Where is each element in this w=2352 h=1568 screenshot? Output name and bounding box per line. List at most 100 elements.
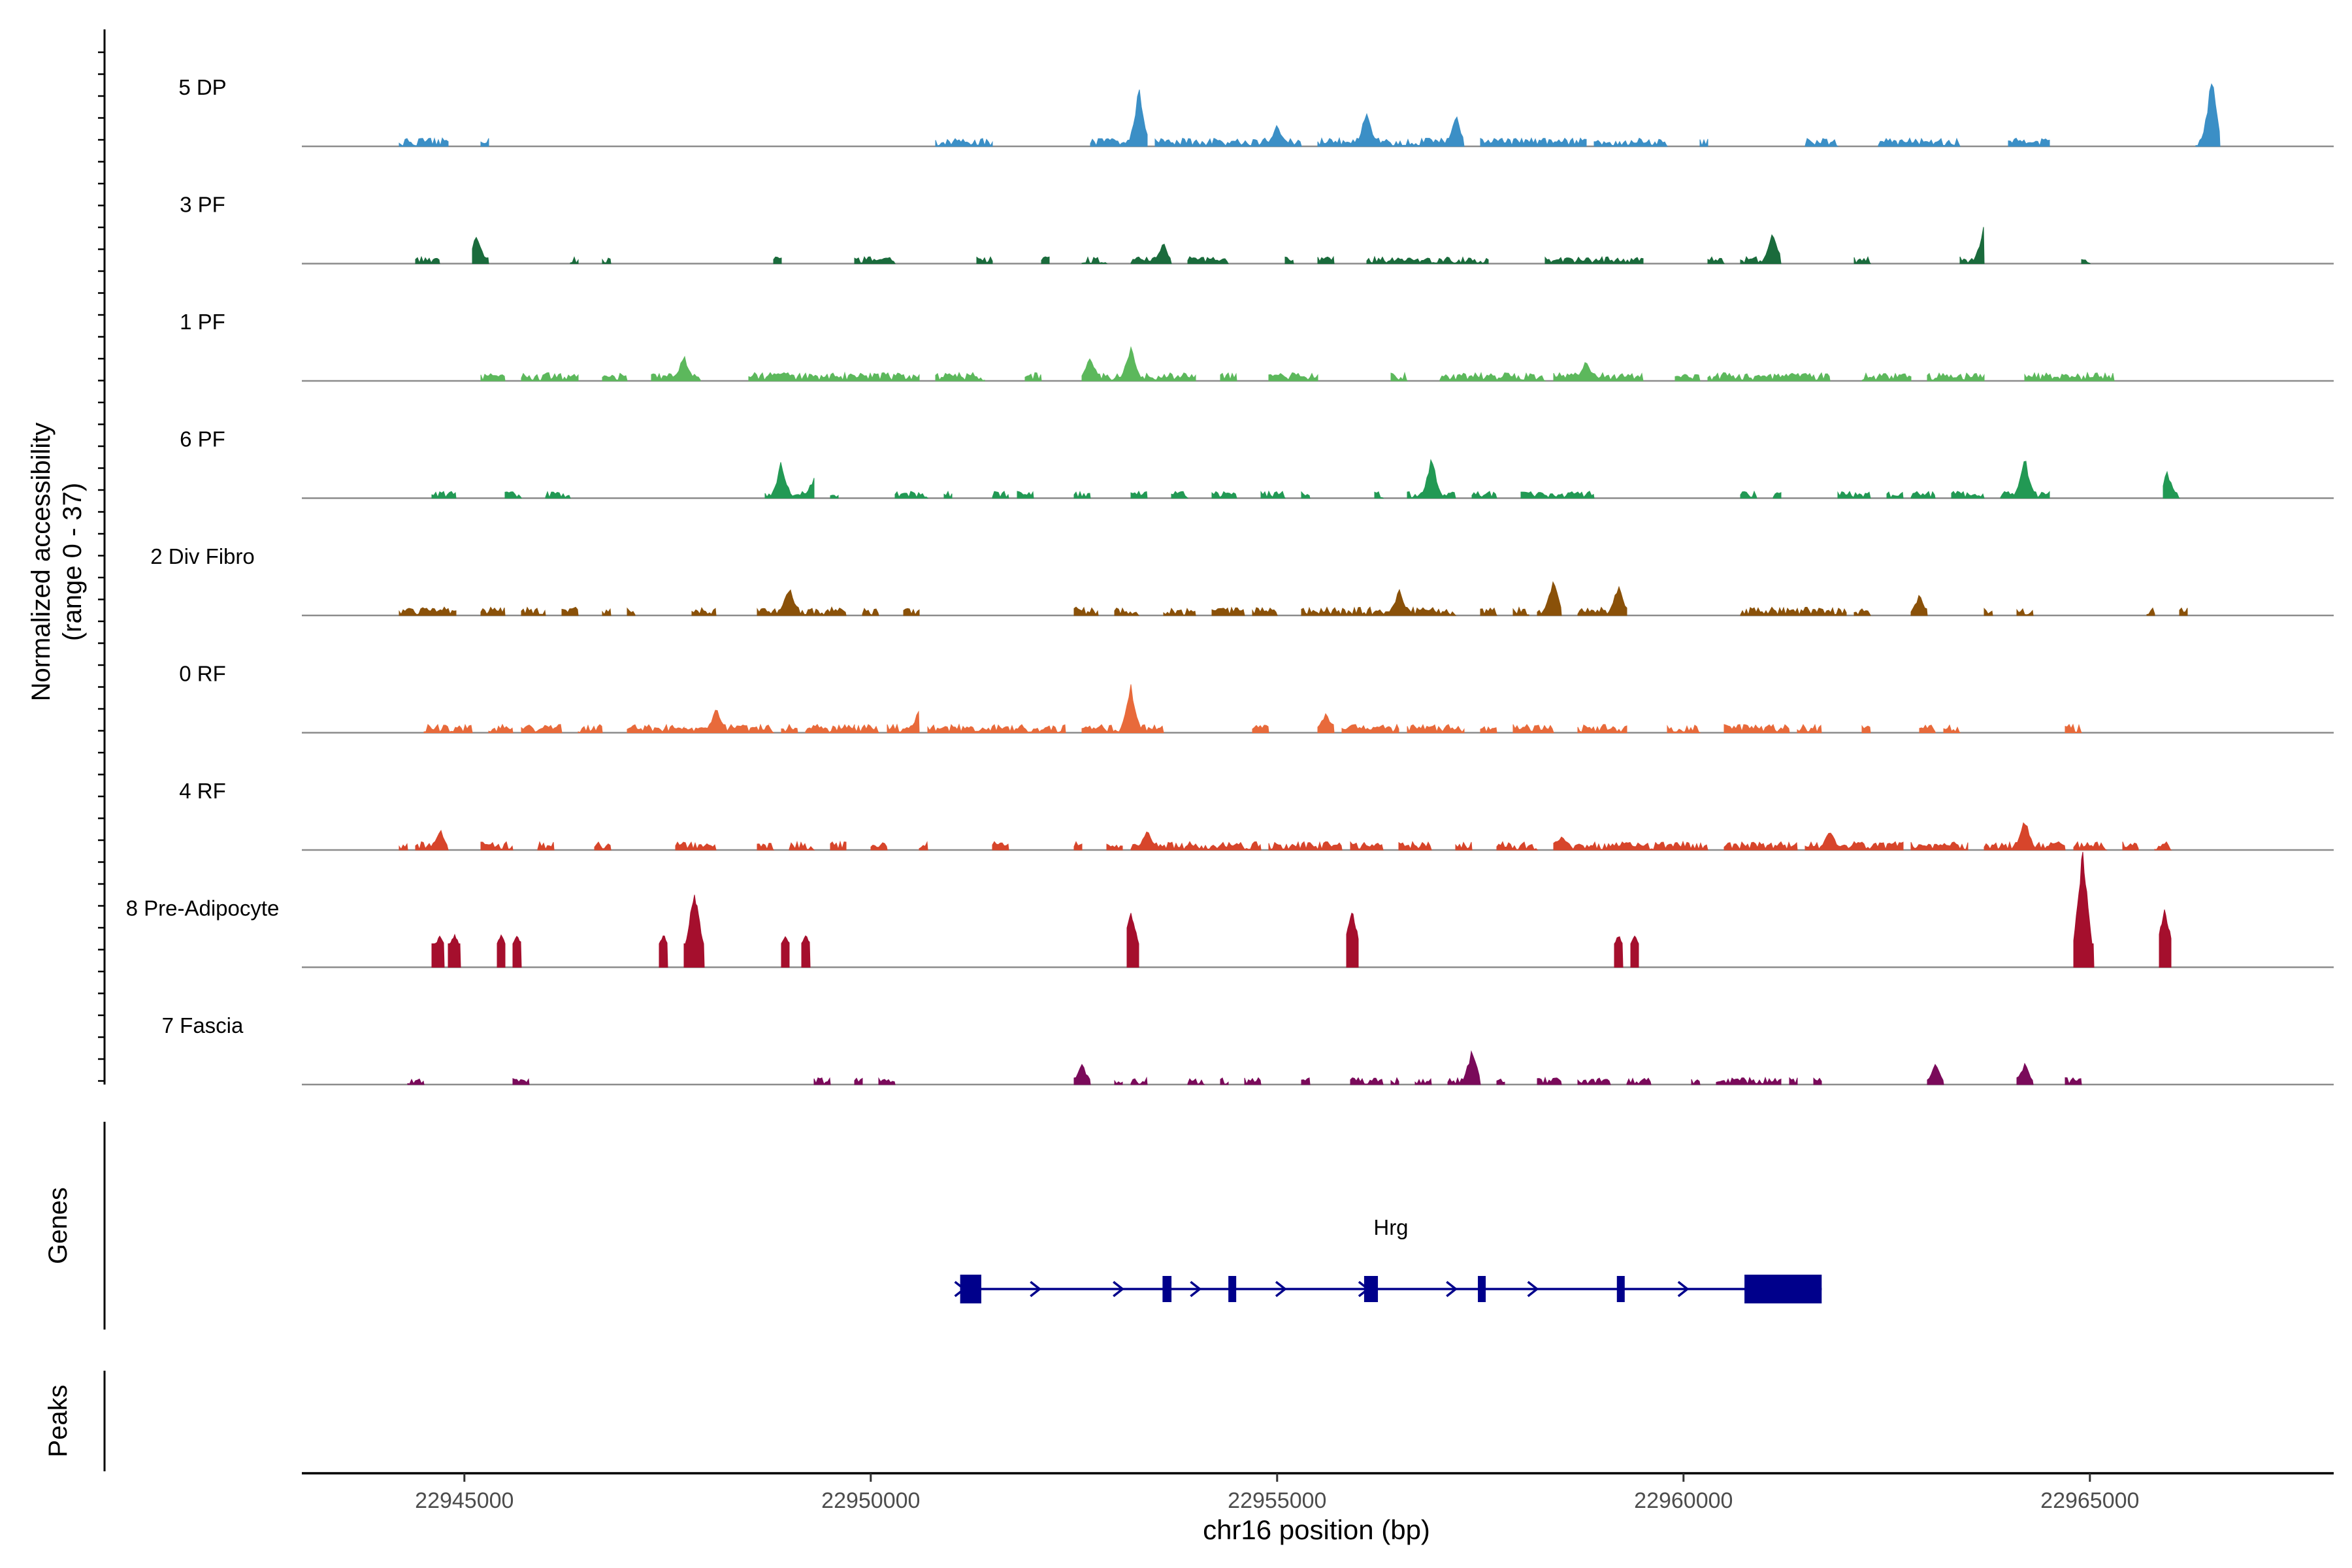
- track-label-7-fascia: 7 Fascia: [162, 1013, 244, 1037]
- coverage-region: [1024, 372, 1042, 382]
- coverage-region: [1081, 256, 1108, 264]
- coverage-region: [2154, 841, 2172, 851]
- gene-strand-arrow: [954, 1281, 966, 1298]
- coverage-region: [813, 1077, 831, 1085]
- peaks-panel-title: Peaks: [44, 1384, 73, 1457]
- coverage-region: [1553, 362, 1644, 382]
- coverage-region: [1740, 490, 1757, 498]
- coverage-region: [1480, 726, 1497, 734]
- coverage-region: [1878, 137, 1961, 147]
- coverage-region: [1284, 256, 1294, 264]
- track-6-pf: [302, 459, 2334, 499]
- coverage-region: [1544, 255, 1644, 265]
- coverage-region: [1187, 256, 1229, 264]
- track-7-fascia: [302, 1050, 2334, 1086]
- coverage-region: [854, 256, 896, 264]
- coverage-region: [1520, 491, 1595, 498]
- coverage-region: [1317, 713, 1335, 733]
- coverage-region: [1268, 372, 1318, 382]
- gene-strand-arrow: [1030, 1281, 1042, 1298]
- coverage-region: [2065, 1077, 2082, 1085]
- coverage-region: [1553, 836, 1708, 851]
- coverage-region: [1366, 255, 1489, 265]
- coverage-region: [2024, 371, 2115, 382]
- coverage-region: [894, 491, 929, 498]
- coverage-region: [497, 934, 506, 968]
- x-tick-label: 22965000: [2040, 1488, 2139, 1513]
- coverage-region: [1593, 137, 1669, 147]
- coverage-region: [1171, 491, 1189, 498]
- gene-exon: [1478, 1276, 1486, 1302]
- coverage-region: [1723, 723, 1790, 733]
- coverage-region: [627, 723, 685, 733]
- coverage-region: [1480, 607, 1497, 616]
- coverage-region: [1211, 606, 1245, 616]
- genes-panel-title: Genes: [44, 1187, 73, 1264]
- coverage-region: [602, 372, 628, 382]
- coverage-region: [1374, 491, 1384, 498]
- gene-exon: [1364, 1276, 1379, 1302]
- coverage-region: [512, 936, 522, 968]
- coverage-region: [1577, 1077, 1611, 1085]
- coverage-region: [1674, 374, 1701, 382]
- coverage-region: [1390, 371, 1408, 382]
- coverage-region: [504, 491, 522, 498]
- coverage-region: [594, 841, 612, 851]
- coverage-region: [1073, 491, 1091, 499]
- coverage-region: [1699, 139, 1708, 147]
- gene-exon: [1228, 1276, 1237, 1302]
- coverage-region: [1910, 491, 1936, 499]
- track-2-div-fibro: [302, 581, 2334, 617]
- coverage-tracks: [302, 83, 2334, 1086]
- coverage-region: [1927, 1064, 1944, 1085]
- x-tick-label: 22960000: [1634, 1488, 1733, 1513]
- coverage-region: [1984, 822, 2066, 851]
- gene-strand-arrow: [1190, 1281, 1202, 1298]
- track-label-3-pf: 3 PF: [180, 193, 225, 217]
- coverage-region: [781, 723, 798, 733]
- x-axis: 22945000 22950000 22955000 22960000 22965000: [302, 1472, 2334, 1513]
- coverage-region: [1471, 491, 1497, 498]
- track-label-0-rf: 0 RF: [179, 662, 226, 686]
- coverage-region: [992, 491, 1009, 498]
- coverage-region: [1439, 372, 1546, 382]
- coverage-region: [1211, 491, 1237, 498]
- coverage-region: [1740, 234, 1782, 264]
- coverage-region: [2008, 137, 2050, 147]
- coverage-region: [1789, 1077, 1798, 1085]
- coverage-region: [862, 608, 879, 616]
- coverage-region: [691, 607, 717, 616]
- coverage-region: [423, 723, 473, 733]
- coverage-region: [976, 256, 993, 264]
- coverage-region: [1740, 606, 1847, 616]
- coverage-region: [1244, 1077, 1262, 1085]
- gene-exon: [1744, 1275, 1822, 1303]
- coverage-region: [773, 256, 782, 264]
- coverage-region: [1537, 1076, 1562, 1085]
- coverage-region: [1090, 90, 1148, 147]
- coverage-region: [854, 1077, 863, 1085]
- coverage-region: [521, 724, 563, 733]
- coverage-region: [1707, 372, 1831, 382]
- coverage-region: [431, 935, 445, 968]
- coverage-region: [2163, 470, 2181, 498]
- coverage-region: [675, 841, 717, 851]
- coverage-region: [1187, 1078, 1205, 1085]
- coverage-region: [1317, 255, 1335, 264]
- gene-label: Hrg: [1373, 1215, 1408, 1239]
- coverage-region: [1317, 112, 1465, 147]
- coverage-region: [1537, 581, 1562, 616]
- coverage-region: [683, 710, 775, 733]
- coverage-region: [1984, 608, 1993, 616]
- coverage-region: [1260, 490, 1286, 498]
- coverage-region: [757, 589, 847, 616]
- coverage-region: [1512, 606, 1529, 616]
- coverage-region: [2122, 841, 2139, 851]
- coverage-region: [2159, 909, 2172, 968]
- coverage-region: [992, 841, 1009, 851]
- coverage-y-axis: [98, 29, 106, 1085]
- coverage-region: [1854, 608, 1871, 616]
- coverage-region: [1723, 841, 1798, 851]
- gene-strand-arrow: [1527, 1281, 1539, 1298]
